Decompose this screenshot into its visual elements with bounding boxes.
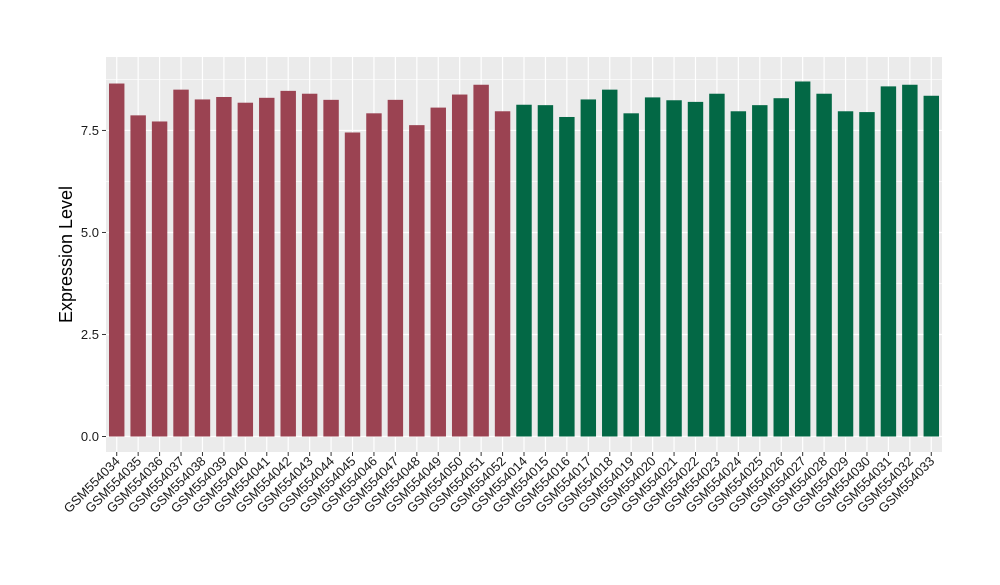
bar-GSM554042 [280, 90, 296, 437]
bars-group [109, 81, 939, 437]
y-axis: 0.0 2.5 5.0 7.5 [81, 123, 106, 444]
y-axis-title: Expression Level [56, 186, 76, 323]
bar-GSM554044 [323, 99, 339, 437]
bar-GSM554017 [580, 99, 597, 437]
bar-GSM554043 [301, 93, 318, 437]
bar-GSM554038 [194, 99, 211, 437]
bar-GSM554016 [559, 116, 575, 437]
bar-GSM554014 [516, 104, 532, 437]
bar-GSM554036 [151, 121, 168, 437]
bar-GSM554022 [687, 101, 704, 437]
bar-GSM554021 [666, 100, 682, 437]
bar-GSM554048 [409, 125, 425, 437]
bar-GSM554015 [537, 105, 554, 437]
bar-GSM554037 [173, 89, 189, 437]
bar-GSM554047 [387, 99, 404, 437]
bar-GSM554049 [430, 107, 446, 437]
bar-GSM554026 [773, 98, 789, 437]
y-tick-label: 7.5 [81, 123, 99, 138]
bar-GSM554046 [366, 113, 382, 437]
bar-GSM554019 [623, 113, 639, 437]
bar-GSM554040 [237, 102, 254, 437]
bar-GSM554028 [816, 93, 832, 437]
bar-GSM554051 [473, 84, 489, 437]
x-axis: GSM554034GSM554035GSM554036GSM554037GSM5… [61, 452, 937, 516]
bar-GSM554029 [837, 111, 854, 437]
bar-GSM554020 [644, 97, 661, 437]
bar-GSM554041 [259, 97, 275, 437]
bar-GSM554052 [494, 111, 511, 437]
bar-GSM554025 [752, 105, 768, 437]
bar-GSM554045 [344, 132, 361, 437]
bar-GSM554034 [109, 83, 125, 437]
bar-GSM554032 [902, 84, 918, 437]
bar-GSM554039 [216, 96, 232, 437]
y-tick-label: 0.0 [81, 429, 99, 444]
bar-GSM554031 [880, 86, 897, 437]
bar-GSM554024 [730, 111, 747, 437]
y-tick-label: 5.0 [81, 225, 99, 240]
bar-GSM554018 [602, 89, 618, 437]
bar-GSM554030 [859, 112, 875, 437]
bar-GSM554033 [923, 95, 939, 437]
bar-GSM554027 [794, 81, 811, 437]
bar-GSM554023 [709, 93, 725, 437]
bar-GSM554035 [130, 115, 146, 437]
bar-GSM554050 [451, 94, 468, 437]
y-tick-label: 2.5 [81, 327, 99, 342]
